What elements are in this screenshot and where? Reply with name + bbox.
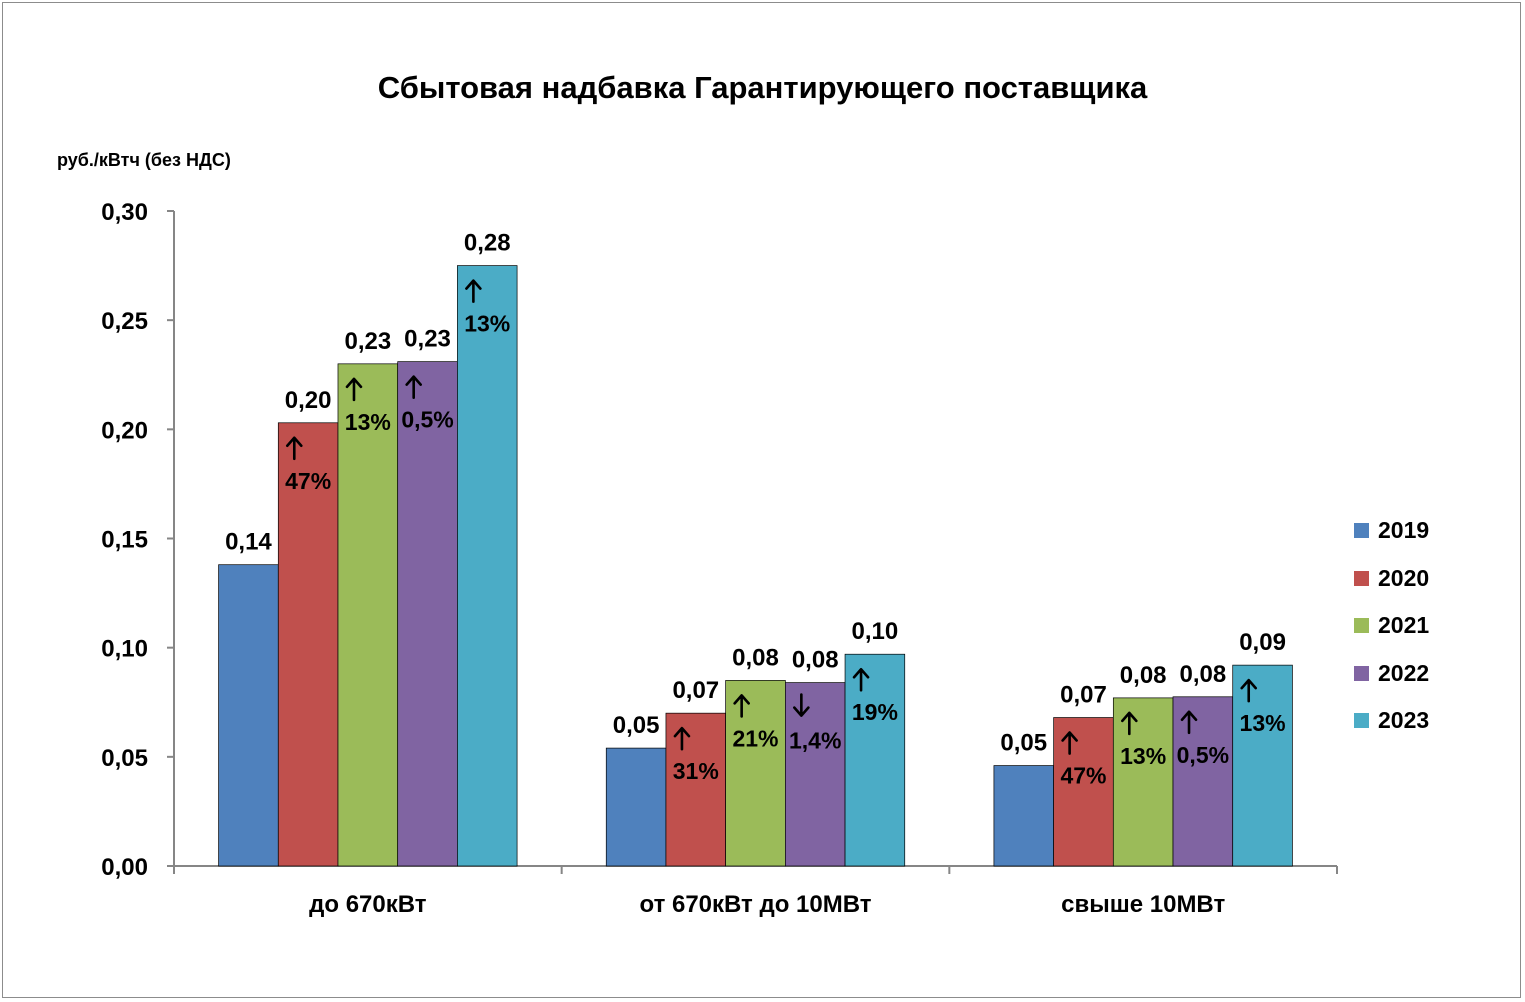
bar-change-label: 0,5%: [401, 407, 453, 433]
bar-value-label: 0,08: [1180, 661, 1227, 688]
bar: [605, 747, 667, 867]
arrow-up-icon: [673, 726, 691, 751]
y-tick-label: 0,00: [101, 854, 148, 881]
y-tick-label: 0,15: [101, 527, 148, 554]
bar-value-label: 0,08: [1120, 662, 1167, 689]
bar-value-label: 0,23: [404, 326, 451, 353]
y-axis-unit-label: руб./кВтч (без НДС): [57, 150, 231, 170]
arrow-up-icon: [465, 279, 482, 303]
legend-label: 2019: [1378, 517, 1430, 544]
arrow-up-icon: [1240, 678, 1258, 703]
arrow-up-icon: [852, 667, 870, 692]
y-tick-label: 0,30: [101, 199, 148, 226]
y-tick-label: 0,10: [101, 636, 148, 663]
x-category-label: от 670кВт до 10МВт: [640, 891, 872, 918]
legend-item: 2020: [1354, 555, 1429, 603]
y-tick-label: 0,20: [101, 417, 148, 444]
bar: [277, 422, 339, 867]
bar-change-label: 1,4%: [789, 728, 841, 754]
bar-value-label: 0,07: [672, 677, 719, 704]
arrow-up-icon: [733, 694, 750, 718]
bar-value-label: 0,20: [285, 387, 332, 414]
arrow-up-icon: [1180, 710, 1198, 735]
bar-change-label: 0,5%: [1177, 742, 1229, 768]
bar-change-label: 13%: [345, 409, 391, 435]
bar: [218, 564, 279, 867]
legend-label: 2021: [1378, 612, 1430, 639]
legend-label: 2020: [1378, 564, 1430, 591]
legend-swatch: [1354, 713, 1369, 729]
legend-label: 2022: [1378, 659, 1430, 686]
bar: [993, 765, 1054, 867]
arrow-down-icon: [793, 693, 810, 717]
chart-title: Сбытовая надбавка Гарантирующего поставщ…: [377, 70, 1148, 105]
legend: 2019 2020 2021 2022 2023: [1354, 507, 1429, 745]
bar-change-label: 13%: [1120, 743, 1166, 769]
x-category-label: свыше 10МВт: [1061, 891, 1225, 918]
legend-item: 2021: [1354, 602, 1429, 650]
bar-value-label: 0,10: [852, 618, 899, 645]
bar-value-label: 0,28: [464, 230, 511, 257]
bar-change-label: 21%: [732, 725, 778, 751]
legend-item: 2023: [1354, 697, 1429, 745]
legend-swatch: [1354, 665, 1369, 681]
legend-item: 2022: [1354, 650, 1429, 698]
bar-value-label: 0,07: [1060, 682, 1107, 709]
bar-value-label: 0,14: [225, 529, 272, 556]
arrow-up-icon: [1061, 731, 1078, 755]
arrow-up-icon: [1121, 711, 1138, 736]
bar: [457, 265, 518, 867]
x-category-label: до 670кВт: [309, 891, 427, 918]
bar: [337, 363, 399, 867]
y-tick-label: 0,05: [101, 745, 148, 772]
bar: [784, 682, 846, 867]
bar-change-label: 19%: [852, 699, 898, 725]
arrow-up-icon: [285, 436, 303, 461]
bar: [1232, 664, 1293, 867]
legend-swatch: [1354, 618, 1369, 634]
bar-value-label: 0,05: [1000, 730, 1047, 757]
bar-value-label: 0,09: [1239, 629, 1286, 656]
bar-value-label: 0,05: [613, 712, 660, 739]
bar-change-label: 13%: [464, 311, 510, 337]
bar-change-label: 47%: [1060, 763, 1106, 789]
bar: [1112, 697, 1174, 867]
y-tick-label: 0,25: [101, 308, 148, 335]
legend-swatch: [1354, 570, 1369, 586]
bar-value-label: 0,08: [732, 644, 779, 671]
legend-item: 2019: [1354, 507, 1429, 555]
bar: [1053, 717, 1114, 867]
bar-value-label: 0,23: [344, 328, 391, 355]
bar: [725, 680, 786, 867]
bar: [844, 653, 906, 867]
bar: [1172, 696, 1234, 867]
bar: [397, 361, 458, 867]
legend-label: 2023: [1378, 707, 1430, 734]
bar-change-label: 31%: [673, 758, 719, 784]
arrow-up-icon: [345, 377, 363, 402]
bar-change-label: 47%: [285, 468, 331, 494]
arrow-up-icon: [405, 375, 422, 399]
bar-value-label: 0,08: [792, 647, 839, 674]
legend-swatch: [1354, 523, 1369, 539]
bar-change-label: 13%: [1240, 710, 1286, 736]
